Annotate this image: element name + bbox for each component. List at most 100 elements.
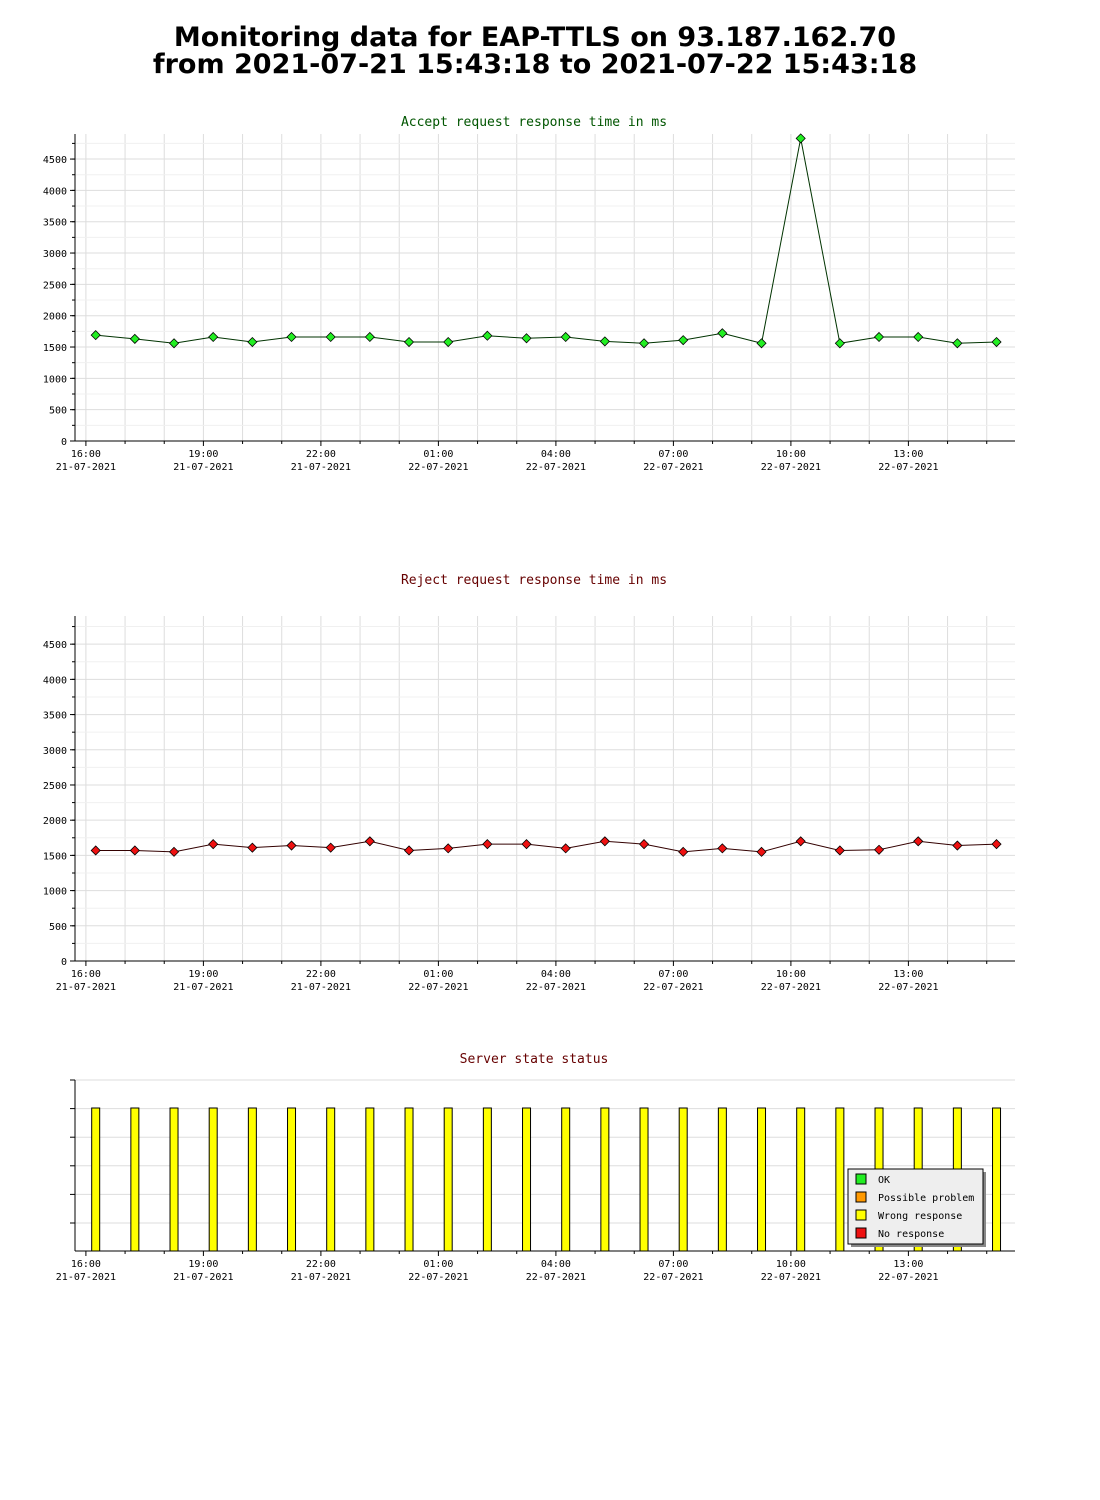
status-bar [600,1107,610,1252]
status-bar [247,1107,257,1252]
data-point [90,845,101,856]
status-bar [443,1107,453,1252]
title-line-2: from 2021-07-21 15:43:18 to 2021-07-22 1… [152,49,918,80]
data-point [129,845,140,856]
y-tick-label: 4000 [43,186,67,197]
y-tick-label: 1500 [43,343,67,354]
data-point [678,335,689,346]
status-bar [561,1107,571,1252]
y-tick-label: 1000 [43,887,67,898]
x-tick-label-time: 10:00 [776,449,806,460]
data-point [913,331,924,343]
data-point [90,330,101,341]
x-tick-label-time: 13:00 [893,449,923,460]
legend-box [847,1168,984,1245]
data-point [873,844,885,855]
data-point [638,338,650,349]
x-tick-label-date: 22-07-2021 [408,462,468,473]
x-tick-label-date: 22-07-2021 [526,462,586,473]
data-point [678,846,689,857]
data-point [952,338,963,349]
reject-chart-title: Reject request response time in ms [401,573,667,588]
data-point [208,331,219,343]
data-point [403,336,415,348]
data-point [443,336,454,348]
x-tick-label-time: 07:00 [658,1259,688,1270]
reject-response-chart: 0 500 1000 1500 2000 2500 3000 3500 4000 4500 16:0… [43,616,1015,993]
data-point [560,331,571,343]
x-tick-label-date: 21-07-2021 [173,462,233,473]
series-line [95,840,997,853]
x-tick-label-date: 22-07-2021 [878,982,938,993]
x-tick-label-time: 19:00 [188,969,218,980]
y-tick-label: 3000 [43,746,67,757]
x-tick-label-date: 21-07-2021 [56,462,116,473]
data-point [717,843,728,854]
legend-swatch [855,1227,867,1239]
x-tick-label-time: 07:00 [658,449,688,460]
x-tick-label-date: 22-07-2021 [878,1272,938,1283]
x-tick-label-date: 22-07-2021 [761,982,821,993]
x-tick-label-date: 22-07-2021 [408,982,468,993]
data-point [364,836,375,847]
x-tick-label-time: 22:00 [306,1259,336,1270]
status-bar [992,1107,1002,1252]
y-tick-label: 4500 [43,640,67,651]
data-point [403,845,415,856]
status-bar [482,1107,492,1252]
status-bar [208,1107,218,1252]
data-point [834,845,845,856]
x-tick-label-date: 21-07-2021 [291,462,351,473]
status-bar [835,1107,845,1252]
accept-response-chart: 0 500 1000 1500 2000 2500 3000 3500 4000 4500 16:0… [43,133,1015,473]
y-tick-label: 2500 [43,280,67,291]
x-tick-label-time: 13:00 [893,1259,923,1270]
x-tick-label-date: 21-07-2021 [56,1272,116,1283]
series-line [95,138,997,344]
x-tick-label-time: 01:00 [423,1259,453,1270]
data-point [834,338,845,349]
x-tick-label-date: 22-07-2021 [643,1272,703,1283]
title-line-1: Monitoring data for EAP-TTLS on 93.187.1… [173,22,897,53]
x-tick-label-time: 04:00 [541,449,571,460]
legend-label: Possible problem [878,1193,974,1204]
data-point [521,839,532,850]
y-tick-label: 2000 [43,312,67,323]
x-tick-label-time: 22:00 [306,969,336,980]
data-point [208,839,219,850]
legend-label: Wrong response [878,1211,962,1222]
legend-swatch [855,1209,867,1221]
x-tick-label-date: 22-07-2021 [643,462,703,473]
data-point [795,836,806,847]
x-tick-label-time: 19:00 [188,449,218,460]
y-tick-label: 2500 [43,781,67,792]
data-point [599,336,610,347]
x-tick-label-date: 22-07-2021 [526,982,586,993]
x-tick-label-time: 04:00 [541,1259,571,1270]
x-tick-label-date: 22-07-2021 [761,1272,821,1283]
data-point [521,333,532,344]
page-title: Monitoring data for EAP-TTLS on 93.187.1… [0,24,1070,78]
y-tick-label: 4000 [43,675,67,686]
x-tick-label-date: 22-07-2021 [643,982,703,993]
legend-swatch [855,1173,867,1185]
x-tick-label-time: 13:00 [893,969,923,980]
data-point [247,336,258,348]
accept-chart-title: Accept request response time in ms [401,115,667,130]
x-tick-label-date: 22-07-2021 [526,1272,586,1283]
status-bar [522,1107,532,1252]
y-tick-label: 0 [61,957,67,968]
data-point [991,336,1002,348]
data-point [599,836,610,847]
data-point [325,842,336,853]
data-point [168,846,180,857]
x-tick-label-time: 19:00 [188,1259,218,1270]
data-point [560,843,571,854]
x-tick-label-date: 22-07-2021 [761,462,821,473]
status-bar [796,1107,806,1252]
x-tick-label-time: 01:00 [423,449,453,460]
status-chart-title: Server state status [460,1052,609,1067]
data-point [168,338,180,349]
data-point [129,333,140,344]
